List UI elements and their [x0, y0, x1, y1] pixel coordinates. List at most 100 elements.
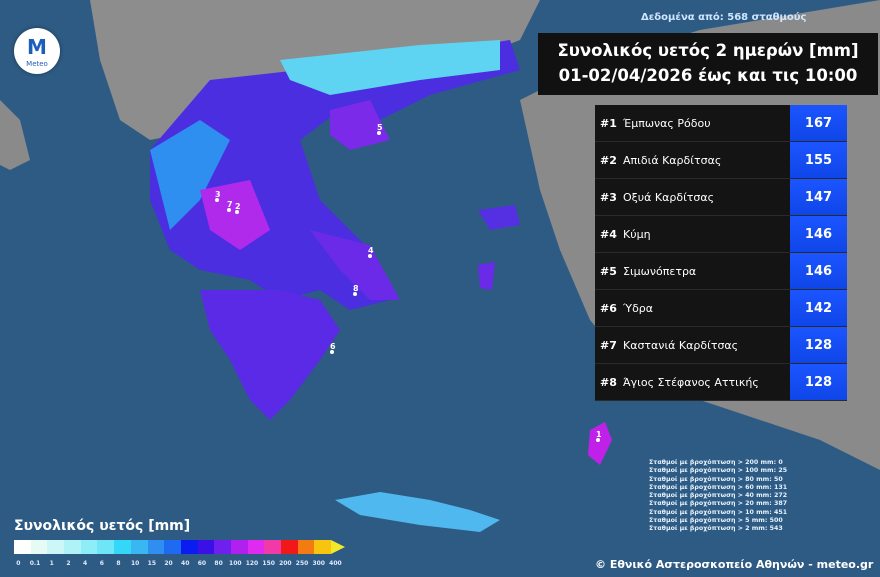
stat-line: Σταθμοί με βροχόπτωση > 20 mm: 387	[649, 500, 788, 508]
ranking-row: #6 Ύδρα 142	[595, 290, 847, 327]
ranking-row: #4 Κύμη 146	[595, 216, 847, 253]
legend-tick: 60	[197, 560, 207, 567]
rank-number: #8	[600, 375, 617, 389]
legend-tick: 10	[130, 560, 140, 567]
marker-dot-icon	[215, 198, 219, 202]
stat-line: Σταθμοί με βροχόπτωση > 100 mm: 25	[649, 467, 788, 475]
northern-light	[280, 40, 500, 95]
legend-tick: 1	[49, 560, 54, 567]
rain-value: 146	[790, 216, 847, 252]
legend-swatch	[114, 540, 131, 554]
ranking-row: #2 Απιδιά Καρδίτσας 155	[595, 142, 847, 179]
legend-tick: 200	[279, 560, 292, 567]
marker-dot-icon	[353, 292, 357, 296]
legend-tick: 4	[83, 560, 88, 567]
legend-tick: 80	[214, 560, 223, 567]
meteo-logo: M Meteo	[14, 28, 60, 74]
legend-ticks: 0 0.1 1 2 4 6 8 10 15 20 40 60 80 100 120 150 200 250 300 4…	[10, 560, 344, 567]
rain-value: 167	[790, 105, 847, 141]
station-marker: 8	[353, 284, 359, 296]
marker-dot-icon	[368, 254, 372, 258]
rain-value: 128	[790, 364, 847, 400]
legend-tick: 20	[164, 560, 173, 567]
legend-swatch	[64, 540, 81, 554]
legend-tick: 300	[312, 560, 325, 567]
rhodes-rain	[588, 422, 612, 465]
ranking-row: #5 Σιμωνόπετρα 146	[595, 253, 847, 290]
legend-tick: 0.1	[29, 560, 41, 567]
station-marker: 7	[227, 200, 233, 212]
station-marker: 6	[330, 342, 336, 354]
rank-number: #5	[600, 264, 617, 278]
legend-tick: 400	[329, 560, 342, 567]
station-name: Κύμη	[623, 227, 651, 241]
stat-line: Σταθμοί με βροχόπτωση > 5 mm: 500	[649, 517, 783, 525]
marker-dot-icon	[596, 438, 600, 442]
rank-number: #6	[600, 301, 617, 315]
legend-swatch	[97, 540, 115, 554]
chios-rain	[478, 262, 495, 290]
ranking-row: #8 Άγιος Στέφανος Αττικής 128	[595, 364, 847, 401]
marker-dot-icon	[235, 210, 239, 214]
rain-value: 155	[790, 142, 847, 178]
legend-title: Συνολικός υετός [mm]	[14, 518, 191, 534]
legend-swatch	[130, 540, 148, 554]
legend-tick: 8	[116, 560, 121, 567]
station-name: Σιμωνόπετρα	[623, 264, 697, 278]
title-line-2: 01-02/04/2026 έως και τις 10:00	[558, 66, 858, 85]
station-name: Οξυά Καρδίτσας	[623, 190, 715, 204]
ranking-row: #7 Καστανιά Καρδίτσας 128	[595, 327, 847, 364]
ranking-row: #1 Έμπωνας Ρόδου 167	[595, 105, 847, 142]
logo-m-icon: M	[27, 35, 47, 59]
legend-swatch	[164, 540, 181, 554]
lesvos-rain	[478, 205, 520, 230]
legend-tick: 100	[229, 560, 242, 567]
legend-swatch	[247, 540, 265, 554]
station-stats: Σταθμοί με βροχόπτωση > 200 mm: 0 Σταθμοί…	[649, 459, 787, 534]
legend-tick: 120	[245, 560, 259, 567]
marker-dot-icon	[377, 131, 381, 135]
evia-rain	[310, 230, 400, 300]
stat-line: Σταθμοί με βροχόπτωση > 2 mm: 543	[649, 525, 783, 533]
legend-swatch	[281, 540, 298, 554]
rain-value: 147	[790, 179, 847, 215]
stat-line: Σταθμοί με βροχόπτωση > 40 mm: 272	[649, 492, 788, 500]
legend-tick: 0	[16, 560, 21, 567]
legend-swatch	[264, 540, 281, 554]
italy-land	[0, 100, 30, 170]
station-name: Απιδιά Καρδίτσας	[623, 153, 722, 167]
crete-rain	[335, 492, 500, 532]
rain-value: 128	[790, 327, 847, 363]
ranking-table: #1 Έμπωνας Ρόδου 167 #2 Απιδιά Καρδίτσας 155 #…	[595, 105, 847, 401]
stat-line: Σταθμοί με βροχόπτωση > 10 mm: 451	[649, 508, 788, 516]
station-marker: 4	[368, 246, 374, 258]
legend-swatch	[197, 540, 215, 554]
station-marker: 3	[215, 190, 221, 202]
legend-swatch	[14, 540, 31, 554]
mainland-rain-light	[150, 120, 230, 230]
copyright: © Εθνικό Αστεροσκοπείο Αθηνών - meteo.gr	[595, 558, 874, 571]
rank-number: #3	[600, 190, 617, 204]
legend-tick: 250	[295, 560, 309, 567]
legend-swatch	[180, 540, 198, 554]
rain-value: 146	[790, 253, 847, 289]
legend-swatch	[314, 540, 332, 554]
central-peak	[200, 180, 270, 250]
map-title: Συνολικός υετός 2 ημερών [mm] 01-02/04/2…	[538, 33, 878, 95]
rank-number: #2	[600, 153, 617, 167]
legend-colorbar	[14, 540, 348, 554]
legend-tick: 6	[99, 560, 104, 567]
marker-dot-icon	[227, 208, 231, 212]
ranking-row: #3 Οξυά Καρδίτσας 147	[595, 179, 847, 216]
legend-swatch	[47, 540, 65, 554]
legend-swatch	[80, 540, 98, 554]
station-name: Έμπωνας Ρόδου	[623, 116, 711, 130]
marker-dot-icon	[330, 350, 334, 354]
legend-tick: 2	[66, 560, 71, 567]
legend-tick: 40	[181, 560, 190, 567]
stat-line: Σταθμοί με βροχόπτωση > 80 mm: 50	[649, 475, 783, 483]
rank-number: #7	[600, 338, 617, 352]
stat-line: Σταθμοί με βροχόπτωση > 60 mm: 131	[649, 483, 788, 491]
legend-swatch	[297, 540, 315, 554]
logo-text: Meteo	[26, 60, 48, 68]
